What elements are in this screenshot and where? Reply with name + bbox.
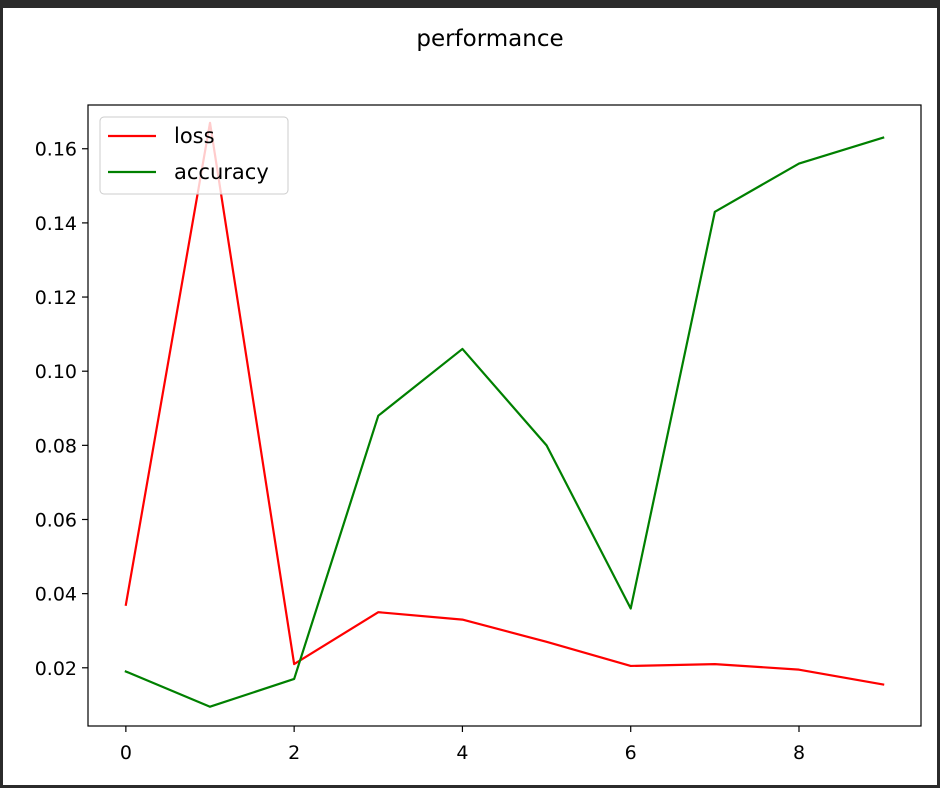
y-tick-label: 0.10 — [35, 361, 77, 383]
x-axis: 0 2 4 6 8 — [120, 726, 805, 764]
axes-frame — [87, 104, 922, 727]
x-tick-label: 2 — [288, 742, 300, 764]
legend-label-accuracy: accuracy — [174, 160, 269, 184]
chart-title: performance — [416, 26, 563, 52]
y-tick-label: 0.06 — [35, 509, 77, 531]
y-tick-label: 0.12 — [35, 287, 77, 309]
series-line-loss — [124, 121, 885, 686]
y-tick-label: 0.16 — [35, 139, 77, 161]
y-tick-label: 0.04 — [35, 584, 77, 606]
legend: loss accuracy — [99, 116, 289, 195]
x-tick-label: 0 — [120, 742, 132, 764]
y-tick-label: 0.14 — [35, 213, 77, 235]
x-tick-label: 8 — [793, 742, 805, 764]
y-tick-label: 0.02 — [35, 658, 77, 680]
series-line-accuracy — [124, 136, 885, 708]
y-tick-label: 0.08 — [35, 435, 77, 457]
plot-area — [87, 104, 922, 727]
legend-label-loss: loss — [174, 124, 215, 148]
y-axis: 0.02 0.04 0.06 0.08 0.10 0.12 0.14 0.16 — [35, 139, 88, 680]
x-tick-label: 4 — [456, 742, 468, 764]
series-layer — [124, 121, 885, 708]
x-tick-label: 6 — [625, 742, 637, 764]
